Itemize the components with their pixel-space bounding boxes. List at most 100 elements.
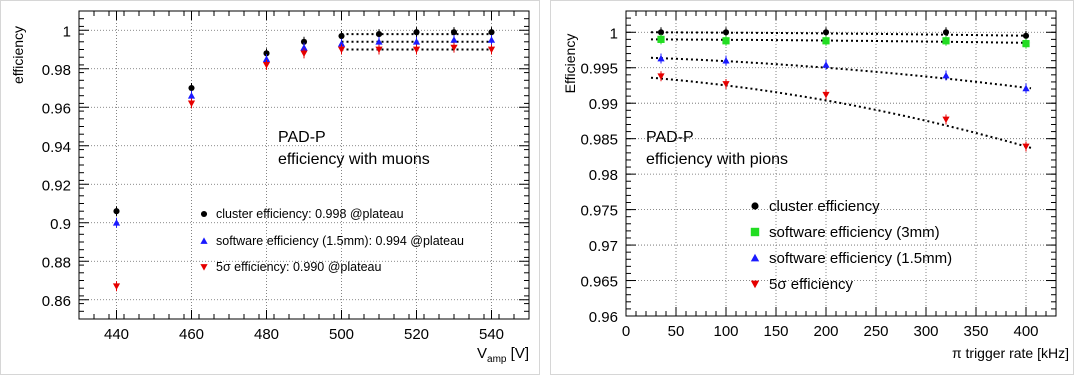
y-axis-label: Efficiency xyxy=(562,34,578,94)
legend-label: software efficiency (3mm) xyxy=(769,224,940,241)
x-tick-label: 540 xyxy=(479,326,504,343)
data-point xyxy=(722,29,730,36)
legend-label: software efficiency (1.5mm): 0.994 @plat… xyxy=(216,234,464,248)
y-tick-label: 0.98 xyxy=(42,62,71,79)
data-point xyxy=(1022,84,1030,92)
y-tick-label: 1 xyxy=(63,23,71,40)
x-axis-label-main: V xyxy=(477,345,487,362)
x-tick-label: 250 xyxy=(863,323,888,340)
data-point xyxy=(375,38,383,45)
y-tick-label: 0.86 xyxy=(42,293,71,310)
data-point xyxy=(488,29,495,36)
data-point xyxy=(375,31,383,38)
y-axis-label: efficiency xyxy=(10,26,26,84)
x-tick-label: 0 xyxy=(622,323,630,340)
data-point xyxy=(450,44,458,52)
data-point xyxy=(337,40,346,47)
y-tick-label: 0.98 xyxy=(589,167,618,184)
fit-curve xyxy=(651,31,1032,37)
axis-ticks xyxy=(78,10,530,320)
series-4 xyxy=(657,71,1030,152)
data-point xyxy=(487,46,496,54)
muon-efficiency-chart: 440 460 480 500 520 540 0.86 0.88 0.9 0.92 0.94 0.9… xyxy=(10,10,530,365)
legend-prefix: 5σ xyxy=(769,276,787,293)
legend-marker xyxy=(750,280,760,289)
series-1 xyxy=(113,27,495,217)
series-2 xyxy=(657,34,1030,49)
data-point xyxy=(657,73,665,80)
x-tick-label: 50 xyxy=(668,323,685,340)
data-point xyxy=(942,37,950,45)
data-point xyxy=(657,35,665,43)
y-tick-label: 1 xyxy=(610,25,618,42)
legend-entry: software efficiency (3mm) xyxy=(769,224,940,241)
data-point xyxy=(1022,143,1030,151)
legend-entry: cluster efficiency xyxy=(769,198,880,215)
data-point xyxy=(942,116,950,124)
data-point xyxy=(338,32,345,40)
annotation-title: PAD-P xyxy=(646,129,694,146)
data-point xyxy=(262,55,271,63)
y-tick-label: 0.985 xyxy=(580,132,618,149)
series-3 xyxy=(657,53,1030,94)
data-point xyxy=(822,29,830,36)
x-axis-label-unit: [V] xyxy=(506,345,529,362)
data-point xyxy=(300,43,308,51)
x-tick-label: 440 xyxy=(104,326,129,343)
legend-marker xyxy=(751,202,759,210)
data-point xyxy=(1022,40,1030,48)
x-axis-label-sub: amp xyxy=(487,354,507,365)
legend-marker xyxy=(200,264,208,271)
legend-marker xyxy=(200,210,208,218)
y-tick-label: 0.99 xyxy=(589,96,618,113)
y-tick-label: 0.94 xyxy=(42,139,71,156)
y-tick-label: 0.96 xyxy=(589,309,618,326)
data-point xyxy=(942,71,950,79)
data-point xyxy=(450,29,458,36)
pion-efficiency-panel: 0 50 100 150 200 250 300 350 400 0.96 0.965 0.97 0.9… xyxy=(550,0,1074,375)
legend-entry: cluster efficiency: 0.998 @plateau xyxy=(216,207,404,221)
x-tick-label: 300 xyxy=(913,323,938,340)
legend-entry: software efficiency (1.5mm) xyxy=(769,250,952,267)
legend-label: efficiency xyxy=(791,276,854,293)
legend-entry: 5σ efficiency: 0.990 @plateau xyxy=(216,260,381,274)
legend-entry: software efficiency (1.5mm): 0.994 @plat… xyxy=(216,234,464,248)
data-point xyxy=(188,84,195,92)
data-point xyxy=(187,92,196,99)
axis-ticks xyxy=(625,10,1057,317)
data-point xyxy=(722,57,730,64)
legend-prefix: 5σ xyxy=(216,260,231,274)
data-point xyxy=(337,46,346,54)
legend-marker xyxy=(200,237,208,244)
y-tick-label: 0.92 xyxy=(42,177,71,194)
data-point xyxy=(300,50,308,57)
data-point xyxy=(722,37,730,45)
data-point xyxy=(722,81,730,88)
annotation-subtitle: efficiency with pions xyxy=(646,151,788,168)
data-point xyxy=(487,36,496,43)
annotation-subtitle: efficiency with muons xyxy=(278,151,430,168)
data-point xyxy=(412,38,421,45)
x-tick-label: 520 xyxy=(404,326,429,343)
legend-label: cluster efficiency xyxy=(769,198,880,215)
x-tick-label: 200 xyxy=(813,323,838,340)
fit-curve xyxy=(650,56,1032,90)
legend-marker xyxy=(750,227,760,237)
data-point xyxy=(300,38,308,45)
plot-frame xyxy=(625,10,1057,317)
y-tick-label: 0.88 xyxy=(42,254,71,271)
fit-curve xyxy=(651,38,1032,44)
x-tick-label: 500 xyxy=(329,326,354,343)
legend-label: cluster efficiency: 0.998 @plateau xyxy=(216,207,404,221)
data-point xyxy=(657,54,665,62)
data-point xyxy=(450,36,458,43)
data-point xyxy=(187,100,196,107)
data-point xyxy=(375,46,383,54)
legend-label: efficiency: 0.990 @plateau xyxy=(234,260,381,274)
y-tick-label: 0.96 xyxy=(42,100,71,117)
legend-label: software efficiency (1.5mm) xyxy=(769,250,952,267)
data-point xyxy=(822,61,830,68)
grid xyxy=(79,11,529,319)
data-point xyxy=(657,29,665,36)
x-tick-label: 350 xyxy=(963,323,988,340)
